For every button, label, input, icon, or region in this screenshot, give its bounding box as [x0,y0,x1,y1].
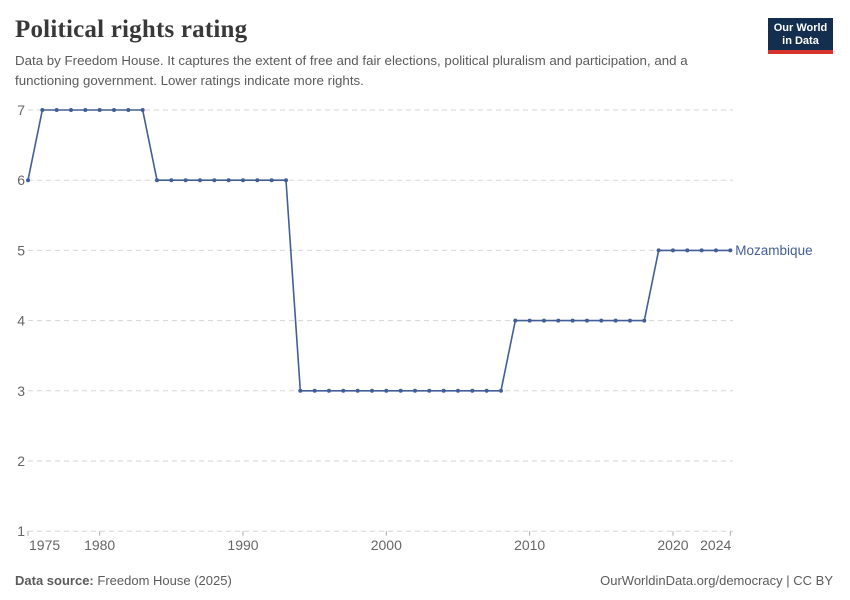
x-tick-label: 1975 [29,537,60,553]
data-point[interactable] [111,108,116,112]
chart-subtitle: Data by Freedom House. It captures the e… [15,53,688,88]
data-point[interactable] [54,108,59,112]
owid-logo-red-bar [768,50,833,54]
data-point[interactable] [326,388,331,393]
owid-logo-line1: Our World [773,22,828,34]
data-point[interactable] [255,178,260,183]
data-point[interactable] [627,318,632,323]
data-point[interactable] [197,178,202,183]
data-point[interactable] [183,178,188,183]
data-point[interactable] [455,388,460,393]
x-tick-label: 2024 [700,537,731,553]
data-point[interactable] [556,318,561,323]
owid-logo-line2: in Data [782,34,819,47]
data-point[interactable] [169,178,174,183]
data-point[interactable] [384,388,389,393]
data-source-value: Freedom House (2025) [97,573,232,588]
data-point[interactable] [68,108,73,112]
data-point[interactable] [498,388,503,393]
y-tick-label: 2 [17,453,25,469]
data-point[interactable] [398,388,403,393]
data-point[interactable] [412,388,417,393]
data-point[interactable] [240,178,245,183]
y-tick-label: 7 [17,102,25,118]
data-point[interactable] [269,178,274,183]
data-point[interactable] [355,388,360,393]
data-point[interactable] [527,318,532,323]
data-point[interactable] [341,388,346,393]
data-point[interactable] [140,108,145,112]
chart-header: Political rights rating Data by Freedom … [0,0,850,91]
data-point[interactable] [484,388,489,393]
series-label[interactable]: Mozambique [735,243,812,258]
data-point[interactable] [312,388,317,393]
owid-logo[interactable]: Our World in Data [768,18,833,54]
data-point[interactable] [599,318,604,323]
x-tick-label: 1980 [84,537,115,553]
data-point[interactable] [570,318,575,323]
y-tick-label: 6 [17,172,25,188]
x-tick-label: 2000 [371,537,402,553]
page-title: Political rights rating [15,16,248,43]
data-point[interactable] [427,388,432,393]
data-source-label: Data source: [15,573,94,588]
data-point[interactable] [713,248,718,253]
license-link[interactable]: OurWorldinData.org/democracy | CC BY [600,573,833,588]
owid-logo-box: Our World in Data [768,18,833,50]
x-tick-label: 2010 [514,537,545,553]
y-tick-label: 1 [17,523,25,539]
data-point[interactable] [40,108,45,112]
data-point[interactable] [656,248,661,253]
y-tick-label: 4 [17,313,25,329]
data-point[interactable] [613,318,618,323]
data-point[interactable] [470,388,475,393]
data-point[interactable] [441,388,446,393]
data-source: Data source: Freedom House (2025) [15,573,232,588]
data-point[interactable] [584,318,589,323]
data-point[interactable] [728,248,733,253]
data-point[interactable] [298,388,303,393]
data-point[interactable] [97,108,102,112]
x-tick-label: 1990 [227,537,258,553]
y-tick-label: 3 [17,383,25,399]
data-point[interactable] [699,248,704,253]
data-point[interactable] [685,248,690,253]
data-point[interactable] [26,178,30,183]
data-point[interactable] [642,318,647,323]
data-point[interactable] [670,248,675,253]
data-point[interactable] [212,178,217,183]
y-tick-label: 5 [17,242,25,258]
data-point[interactable] [126,108,131,112]
data-point[interactable] [226,178,231,183]
x-tick-label: 2020 [657,537,688,553]
data-point[interactable] [369,388,374,393]
data-point[interactable] [154,178,159,183]
chart-footer: Data source: Freedom House (2025) OurWor… [15,573,833,588]
data-point[interactable] [283,178,288,183]
data-point[interactable] [83,108,88,112]
series-line[interactable] [27,109,731,392]
data-point[interactable] [541,318,546,323]
data-point[interactable] [513,318,518,323]
